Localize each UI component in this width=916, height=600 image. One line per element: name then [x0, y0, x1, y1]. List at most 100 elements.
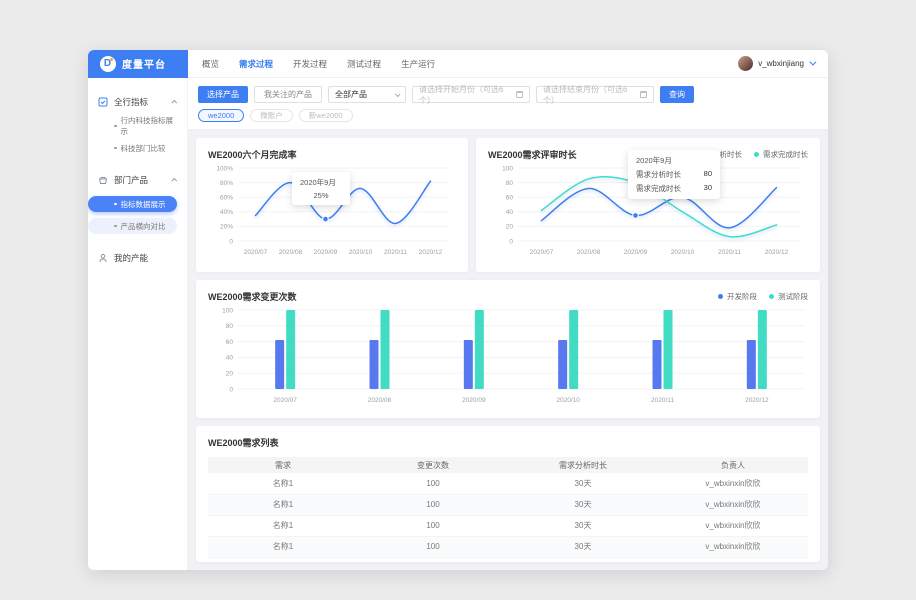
cell-requirement: 名称1	[208, 473, 358, 495]
top-bar: D 度量平台 概览 需求过程 开发过程 测试过程 生产运行 v_wbxinjia…	[88, 50, 828, 78]
completion-rate-card: WE2000六个月完成率 100% 80% 60% 40% 20% 0 2020/07 202…	[196, 138, 468, 272]
review-duration-line-chart[interactable]: 100 80 60 40 20 0 2020/07 2020/08 2020/09 2020/10…	[488, 161, 808, 261]
start-month-input[interactable]: 请选择开始月份（可选6个）	[412, 85, 530, 105]
cell-requirement: 名称1	[208, 536, 358, 558]
tooltip-value: 25%	[313, 191, 329, 200]
sidebar-item-label: 行内科技指标展示	[120, 116, 174, 136]
completion-rate-line-chart[interactable]: 100% 80% 60% 40% 20% 0 2020/07 2020/08 2020/09 20…	[208, 161, 456, 261]
product-select-value: 全部产品	[335, 90, 367, 99]
chart-legend: 开发阶段 测试阶段	[718, 291, 808, 302]
tab-overview[interactable]: 概览	[202, 58, 220, 69]
cell-analysis-duration: 30天	[508, 515, 658, 537]
tag-we2000[interactable]: we2000	[198, 109, 245, 122]
svg-text:100: 100	[502, 165, 513, 172]
svg-text:2020/09: 2020/09	[314, 249, 338, 256]
svg-text:2020/10: 2020/10	[349, 249, 373, 256]
legend-completion-duration[interactable]: 需求完成时长	[754, 149, 808, 160]
col-analysis-duration: 需求分析时长	[508, 457, 658, 473]
table-row: 名称1 100 30天 v_wbxinxin欣欣	[208, 536, 808, 558]
legend-test-stage[interactable]: 测试阶段	[769, 291, 808, 302]
cell-change-count: 100	[358, 536, 508, 558]
cell-requirement: 名称1	[208, 494, 358, 516]
bullet-icon	[114, 124, 117, 128]
chevron-up-icon	[171, 99, 178, 106]
svg-text:2020/08: 2020/08	[368, 397, 392, 404]
svg-text:2020/12: 2020/12	[419, 249, 443, 256]
tooltip-title: 2020年9月	[636, 156, 672, 165]
sidebar-item-product-compare[interactable]: 产品横向对比	[88, 218, 177, 234]
svg-text:0: 0	[229, 386, 233, 393]
svg-text:0: 0	[229, 238, 233, 245]
tag-micro-account[interactable]: 微账户	[250, 109, 293, 122]
review-duration-card: WE2000需求评审时长 需求分析时长 需求完成时长	[476, 138, 820, 272]
cell-requirement: 名称1	[208, 515, 358, 537]
user-menu[interactable]: v_wbxinjiang	[738, 56, 817, 71]
search-button[interactable]: 查询	[660, 86, 694, 103]
svg-text:60%: 60%	[220, 195, 233, 202]
sidebar-item-indicator-data-display[interactable]: 指标数据展示	[88, 196, 177, 212]
product-select[interactable]: 全部产品	[328, 86, 406, 103]
legend-dot-icon	[718, 294, 723, 299]
svg-text:2020/12: 2020/12	[765, 249, 789, 256]
svg-text:2020/09: 2020/09	[624, 249, 648, 256]
svg-text:80: 80	[226, 323, 234, 330]
tab-production[interactable]: 生产运行	[401, 58, 436, 69]
svg-text:40%: 40%	[220, 209, 233, 216]
requirement-list-card: WE2000需求列表 需求 变更次数 需求分析时长 负责人	[196, 426, 820, 562]
svg-text:20: 20	[226, 371, 234, 378]
user-avatar	[738, 56, 754, 71]
cell-analysis-duration: 30天	[508, 473, 658, 495]
cell-change-count: 100	[358, 494, 508, 516]
tab-dev-process[interactable]: 开发过程	[293, 58, 328, 69]
table-row: 名称1 100 30天 v_wbxinxin欣欣	[208, 515, 808, 537]
tab-requirement-process[interactable]: 需求过程	[239, 58, 274, 69]
chevron-up-icon	[171, 177, 178, 184]
cell-change-count: 100	[358, 515, 508, 537]
svg-text:2020/10: 2020/10	[556, 397, 580, 404]
legend-dev-stage[interactable]: 开发阶段	[718, 291, 757, 302]
end-month-input[interactable]: 请选择结束月份（可选6个）	[536, 85, 654, 105]
select-product-button[interactable]: 选择产品	[198, 86, 248, 103]
tab-test-process[interactable]: 测试过程	[347, 58, 382, 69]
col-requirement: 需求	[208, 457, 358, 473]
bullet-icon	[114, 202, 117, 206]
legend-label: 测试阶段	[778, 292, 808, 301]
table-title: WE2000需求列表	[208, 438, 279, 448]
products-icon	[98, 175, 108, 185]
change-count-bar-chart[interactable]: 100 80 60 40 20 0 2020/07 2020/08 2020/09 2020/10…	[208, 303, 812, 409]
sidebar-section-my-capacity[interactable]: 我的产能	[88, 248, 187, 268]
user-name: v_wbxinjiang	[758, 59, 804, 68]
svg-text:2020/11: 2020/11	[651, 397, 674, 404]
chart-title: WE2000六个月完成率	[208, 150, 297, 160]
table-header-row: 需求 变更次数 需求分析时长 负责人	[208, 457, 808, 473]
svg-text:40: 40	[506, 209, 514, 216]
table-row: 名称1 100 30天 v_wbxinxin欣欣	[208, 494, 808, 516]
legend-dot-icon	[754, 152, 759, 157]
sidebar-item-tech-dept-compare[interactable]: 科技部门比较	[88, 140, 179, 156]
svg-text:2020/09: 2020/09	[462, 397, 486, 404]
calendar-icon	[640, 91, 647, 98]
svg-text:60: 60	[506, 195, 514, 202]
logo-icon: D	[100, 55, 116, 72]
svg-text:60: 60	[226, 339, 234, 346]
indicator-icon	[98, 97, 108, 107]
cell-owner: v_wbxinxin欣欣	[658, 515, 808, 537]
sidebar: 全行指标 行内科技指标展示 科技部门比较 部门产品	[88, 78, 188, 570]
svg-text:80%: 80%	[220, 180, 233, 187]
sidebar-item-inbank-indicators[interactable]: 行内科技指标展示	[88, 116, 179, 136]
svg-text:20: 20	[506, 224, 514, 231]
col-change-count: 变更次数	[358, 457, 508, 473]
app-window: D 度量平台 概览 需求过程 开发过程 测试过程 生产运行 v_wbxinjia…	[88, 50, 828, 570]
tag-new-we2000[interactable]: 新we2000	[298, 109, 353, 122]
sidebar-section-dept-products[interactable]: 部门产品	[88, 170, 187, 190]
svg-text:100%: 100%	[216, 165, 233, 172]
svg-text:40: 40	[226, 355, 234, 362]
filter-bar: 选择产品 我关注的产品 全部产品 请选择开始月份（可选6个） 请选择结束月份（可…	[188, 78, 828, 130]
svg-text:2020/07: 2020/07	[244, 249, 268, 256]
svg-text:2020/07: 2020/07	[530, 249, 554, 256]
svg-text:0: 0	[509, 238, 513, 245]
sidebar-section-bank-indicators[interactable]: 全行指标	[88, 92, 187, 112]
cell-analysis-duration: 30天	[508, 494, 658, 516]
my-products-button[interactable]: 我关注的产品	[254, 86, 322, 103]
tooltip-row: 需求完成时长 30	[636, 183, 712, 194]
